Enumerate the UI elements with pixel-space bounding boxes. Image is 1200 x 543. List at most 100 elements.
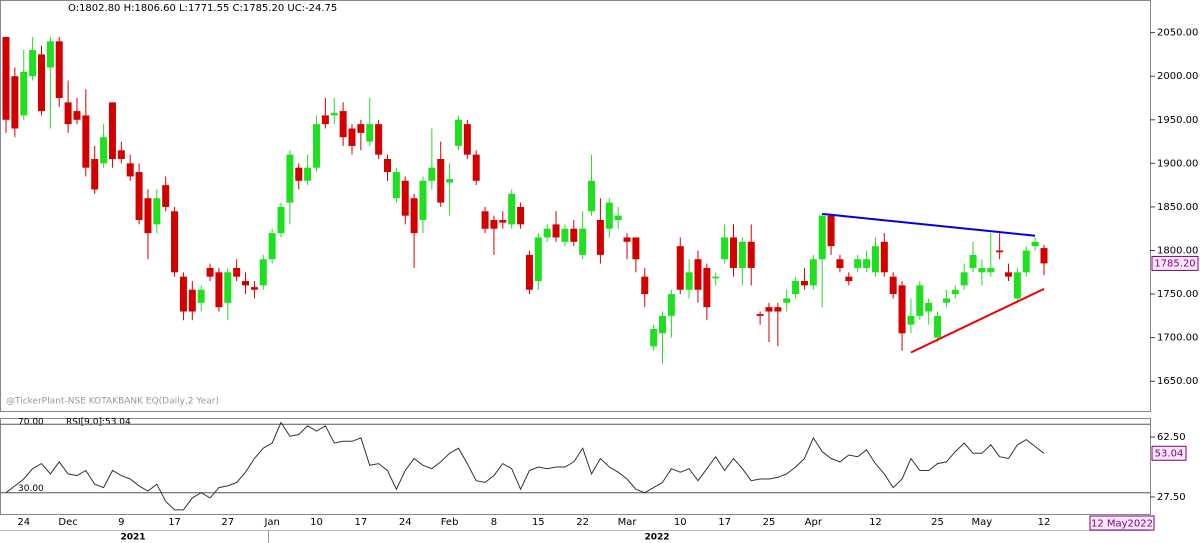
candle-body (321, 115, 329, 125)
y-tick-label: 1950.00 (1157, 115, 1198, 126)
candle-body (667, 294, 675, 316)
candle-body (419, 180, 427, 221)
y-tick-label: 1650.00 (1157, 376, 1198, 387)
candle-body (357, 124, 365, 133)
candle-body (588, 180, 596, 212)
x-tick-label: Mar (618, 517, 638, 528)
x-tick-label: 8 (491, 517, 497, 528)
candle-body (428, 167, 436, 181)
candle-body (277, 206, 285, 234)
candle-body (233, 267, 241, 277)
last-price-box (1151, 255, 1199, 271)
candle-body (685, 272, 693, 290)
candle-body (987, 267, 995, 273)
candle-body (117, 150, 125, 160)
candle-body (108, 102, 116, 160)
candle-body (836, 259, 844, 268)
trend-line (910, 287, 1045, 354)
candle-body (738, 241, 746, 268)
x-tick-label: Dec (58, 517, 77, 528)
x-tick-label: Jan (263, 517, 279, 528)
x-tick-label: 24 (399, 517, 412, 528)
x-tick-label: 24 (17, 517, 30, 528)
x-tick-label: 17 (718, 517, 731, 528)
candle-body (916, 285, 924, 316)
candle-body (29, 50, 37, 77)
candle-body (401, 180, 409, 216)
date-box (1089, 515, 1155, 531)
y-tick-label: 1900.00 (1157, 158, 1198, 169)
y-tick-label: 2000.00 (1157, 71, 1198, 82)
candle-body (348, 128, 356, 146)
candle-body (1040, 248, 1048, 264)
last-rsi-box (1151, 445, 1187, 461)
candle-body (712, 276, 720, 279)
candle-body (437, 159, 445, 203)
candle-body (632, 237, 640, 260)
candle-body (197, 289, 205, 303)
candle-body (800, 281, 808, 286)
candle-body (951, 289, 959, 295)
candle-body (871, 246, 879, 273)
candle-body (854, 259, 862, 268)
candle-body (1013, 272, 1021, 299)
x-tick-label: 25 (931, 517, 944, 528)
x-tick-label: 17 (355, 517, 368, 528)
candle-body (552, 224, 560, 238)
candle-body (383, 159, 391, 173)
candle-body (942, 298, 950, 303)
candle-body (20, 71, 28, 116)
candle-body (171, 211, 179, 273)
candle-body (703, 267, 711, 308)
candle-body (845, 276, 853, 282)
candle-body (889, 276, 897, 295)
candle-body (517, 206, 525, 225)
candle-body (144, 198, 152, 234)
candle-body (827, 215, 835, 247)
rsi-panel (0, 418, 1151, 515)
candle-body (375, 124, 383, 155)
candle-body (605, 202, 613, 229)
candle-body (304, 167, 312, 181)
candle-body (11, 76, 19, 129)
candle-body (463, 124, 471, 155)
candle-body (641, 276, 649, 295)
candle-body (410, 198, 418, 234)
candle-body (561, 228, 569, 242)
candle-body (809, 259, 817, 286)
candle-body (490, 220, 498, 229)
candle-body (1022, 250, 1030, 273)
candle-body (898, 285, 906, 334)
candle-body (694, 259, 702, 290)
candle-body (996, 250, 1004, 253)
x-tick-label: 12 (869, 517, 882, 528)
candle-body (543, 228, 551, 238)
candle-body (960, 272, 968, 286)
candle-body (863, 259, 871, 268)
watermark: @TickerPlant-NSE KOTAKBANK EQ(Daily,2 Ye… (6, 397, 219, 407)
candle-body (126, 163, 134, 177)
ohlc-header: O:1802.80 H:1806.60 L:1771.55 C:1785.20 … (68, 3, 337, 14)
candle-body (215, 272, 223, 308)
rsi-line (5, 421, 1045, 511)
x-tick-label: May (972, 517, 993, 528)
candle-body (721, 237, 729, 260)
candle-body (499, 220, 507, 223)
candle-body (135, 172, 143, 221)
x-tick-label: 12 (1038, 517, 1051, 528)
candle-body (313, 124, 321, 168)
y-tick-label: 1850.00 (1157, 202, 1198, 213)
candle-body (64, 102, 72, 125)
reference-label: 30.00 (18, 484, 44, 494)
reference-label: 70.00 (18, 418, 44, 428)
candle-body (508, 193, 516, 225)
x-tick-label: 15 (532, 517, 545, 528)
candle-body (259, 259, 267, 286)
candle-body (579, 228, 587, 255)
y-tick-label: 2050.00 (1157, 28, 1198, 39)
candle-body (295, 167, 303, 181)
candle-body (242, 281, 250, 286)
candle-body (756, 314, 764, 316)
